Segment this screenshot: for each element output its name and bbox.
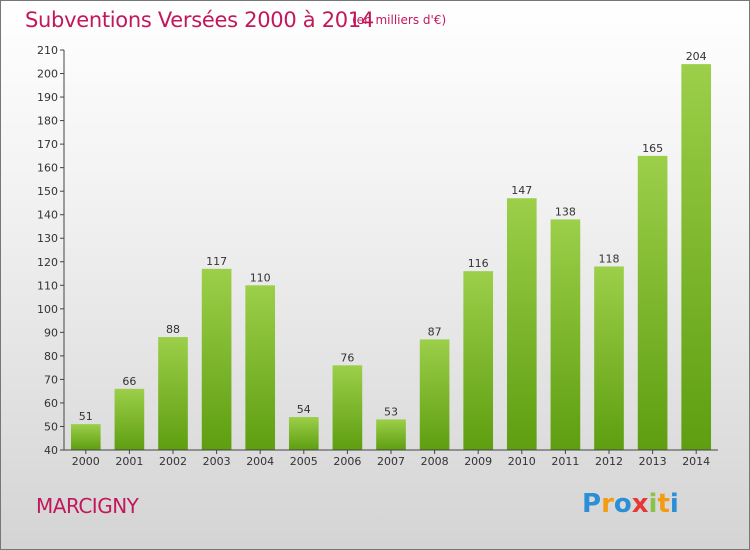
- y-tick-label: 100: [37, 303, 58, 316]
- y-tick-label: 210: [37, 44, 58, 57]
- y-tick-label: 90: [44, 326, 58, 339]
- value-label-2002: 88: [166, 323, 180, 336]
- value-label-2001: 66: [122, 375, 136, 388]
- y-tick-label: 70: [44, 373, 58, 386]
- y-tick-label: 120: [37, 256, 58, 269]
- bar-2003: [201, 268, 232, 450]
- bar-2004: [245, 285, 276, 450]
- y-tick-label: 60: [44, 397, 58, 410]
- x-tick-label: 2006: [333, 455, 361, 468]
- bar-2011: [550, 219, 581, 450]
- y-tick-label: 80: [44, 350, 58, 363]
- value-label-2003: 117: [206, 255, 227, 268]
- y-tick-label: 190: [37, 91, 58, 104]
- logo-letter: i: [669, 489, 679, 519]
- value-label-2013: 165: [642, 142, 663, 155]
- bar-2005: [288, 417, 319, 450]
- logo-letter: P: [582, 489, 602, 519]
- x-tick-label: 2011: [551, 455, 579, 468]
- logo-letter: x: [631, 489, 649, 519]
- x-tick-label: 2008: [421, 455, 449, 468]
- bar-2013: [637, 155, 668, 450]
- bar-2012: [594, 266, 624, 450]
- value-label-2012: 118: [599, 252, 620, 265]
- value-label-2010: 147: [511, 184, 532, 197]
- bar-2008: [419, 339, 450, 450]
- logo-letter: i: [648, 489, 658, 519]
- value-label-2004: 110: [250, 271, 271, 284]
- value-label-2009: 116: [468, 257, 489, 270]
- proxiti-logo: Proxiti: [582, 489, 679, 519]
- bar-2014: [681, 64, 712, 450]
- bar-2000: [70, 424, 101, 450]
- commune-name: MARCIGNY: [36, 494, 139, 518]
- y-tick-label: 180: [37, 115, 58, 128]
- bar-2010: [506, 198, 537, 450]
- logo-letter: o: [613, 489, 632, 519]
- bar-2006: [332, 365, 363, 450]
- value-label-2011: 138: [555, 205, 576, 218]
- bar-2002: [158, 337, 188, 450]
- x-tick-label: 2014: [682, 455, 710, 468]
- y-tick-label: 200: [37, 68, 58, 81]
- chart-subtitle: (en milliers d'€): [352, 13, 447, 27]
- x-tick-label: 2013: [639, 455, 667, 468]
- value-label-2008: 87: [428, 325, 442, 338]
- logo-letter: r: [601, 489, 614, 519]
- x-tick-label: 2009: [464, 455, 492, 468]
- x-tick-label: 2004: [246, 455, 274, 468]
- value-label-2014: 204: [686, 50, 707, 63]
- y-tick-label: 110: [37, 279, 58, 292]
- chart-title: Subventions Versées 2000 à 2014: [25, 8, 374, 32]
- bar-2007: [376, 419, 406, 450]
- y-tick-label: 140: [37, 209, 58, 222]
- y-tick-label: 50: [44, 420, 58, 433]
- y-tick-label: 40: [44, 444, 58, 457]
- bar-2009: [463, 271, 494, 450]
- x-tick-label: 2005: [290, 455, 318, 468]
- y-tick-label: 170: [37, 138, 58, 151]
- y-tick-label: 130: [37, 232, 58, 245]
- x-tick-label: 2002: [159, 455, 187, 468]
- x-tick-label: 2001: [115, 455, 143, 468]
- logo-letter: t: [657, 489, 670, 519]
- value-label-2007: 53: [384, 405, 398, 418]
- value-label-2000: 51: [79, 410, 93, 423]
- x-tick-label: 2007: [377, 455, 405, 468]
- value-label-2005: 54: [297, 403, 311, 416]
- y-tick-label: 150: [37, 185, 58, 198]
- x-tick-label: 2003: [203, 455, 231, 468]
- y-tick-label: 160: [37, 162, 58, 175]
- x-tick-label: 2010: [508, 455, 536, 468]
- value-label-2006: 76: [340, 351, 354, 364]
- bar-2001: [114, 388, 145, 450]
- x-tick-label: 2000: [72, 455, 100, 468]
- x-tick-label: 2012: [595, 455, 623, 468]
